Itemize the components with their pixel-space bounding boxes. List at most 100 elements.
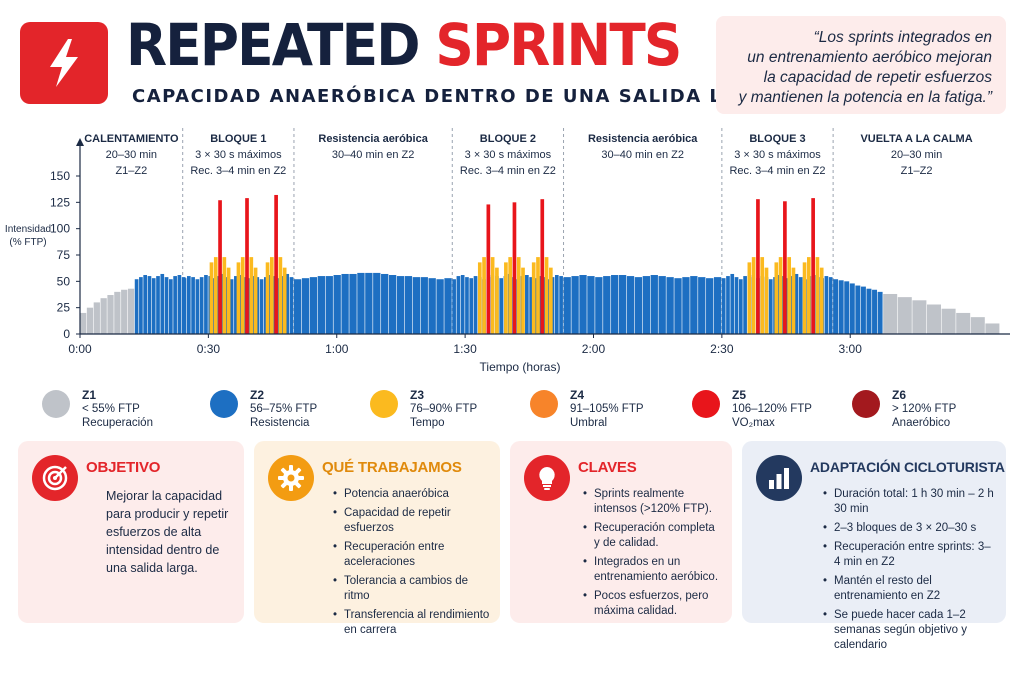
list-item: Se puede hacer cada 1–2 semanas según ob…: [823, 608, 996, 653]
chart-bar: [791, 267, 796, 334]
list-item: Capacidad de repetir esfuerzos: [333, 506, 490, 536]
chart-bar: [698, 277, 706, 334]
legend-range: 76–90% FTP: [410, 403, 478, 415]
list-item: Integrados en un entrenamiento aeróbico.: [583, 555, 722, 585]
x-tick-label: 3:00: [839, 342, 863, 356]
chart-bar: [289, 277, 294, 334]
chart-bar: [985, 323, 1000, 334]
chart-bar: [204, 275, 208, 334]
legend-zone-name: Resistencia: [250, 417, 310, 429]
y-tick-label: 150: [50, 169, 70, 183]
chart-bar: [477, 262, 482, 334]
chart-bar: [236, 262, 241, 334]
chart-bar: [282, 267, 287, 334]
chart-bar: [783, 201, 787, 334]
title-part-1: REPEATED: [126, 11, 421, 79]
chart-bar: [618, 275, 627, 334]
y-tick-label: 100: [50, 222, 70, 236]
chart-bar: [301, 278, 310, 334]
legend-label: Z4 91–105% FTP Umbral: [570, 388, 644, 430]
chart-bar: [186, 276, 191, 334]
chart-bar: [738, 279, 743, 334]
chart-bar: [151, 278, 156, 334]
chart-bar: [317, 276, 326, 334]
legend-item-z5: Z5 106–120% FTP VO₂max: [692, 388, 852, 434]
y-axis-label: Intensidad: [5, 224, 51, 235]
legend-zone-name: Umbral: [570, 417, 608, 429]
chart-bar: [747, 262, 752, 334]
legend-label: Z1 < 55% FTP Recuperación: [82, 388, 153, 430]
chart-bar: [926, 304, 941, 334]
chart-bar: [815, 257, 820, 334]
segment-label: 30–40 min en Z2: [332, 149, 415, 161]
chart-bar: [768, 279, 773, 334]
y-tick-label: 50: [57, 274, 71, 288]
chart-bar: [412, 277, 421, 334]
card-list: Potencia anaeróbica Capacidad de repetir…: [332, 487, 490, 642]
chart-bar: [365, 272, 373, 334]
chart-bar: [495, 267, 499, 334]
segment-label: Resistencia aeróbica: [318, 133, 428, 145]
chart-bar: [420, 277, 428, 334]
chart-bar: [956, 312, 971, 334]
x-tick-label: 2:30: [710, 342, 734, 356]
chart-bar: [139, 277, 143, 334]
chart-bar: [844, 281, 850, 334]
bar-chart-icon: [756, 455, 802, 501]
chart-bar: [121, 289, 128, 334]
legend-zone-name: VO₂max: [732, 417, 775, 429]
chart-bar: [819, 267, 824, 334]
chart-bar: [143, 275, 148, 334]
chart-bar: [634, 277, 643, 334]
chart-bar: [521, 267, 525, 334]
chart-bar: [173, 276, 177, 334]
chart-bar: [147, 276, 152, 334]
legend-swatch: [692, 390, 720, 418]
list-item: Recuperación entre sprints: 3–4 min en Z…: [823, 540, 996, 570]
legend-swatch: [852, 390, 880, 418]
chart-bar: [234, 276, 238, 334]
chart-bar: [213, 257, 218, 334]
chart-bar: [428, 278, 436, 334]
chart-bar: [824, 276, 829, 334]
chart-bar: [778, 257, 783, 334]
chart-bar: [658, 276, 666, 334]
legend-range: < 55% FTP: [82, 403, 140, 415]
logo-badge: [20, 22, 108, 104]
chart-bar: [381, 273, 389, 334]
chart-bar: [970, 317, 985, 334]
card-claves: CLAVES Sprints realmente intensos (>120%…: [510, 441, 732, 623]
chart-bar: [690, 276, 698, 334]
chart-bar: [114, 291, 121, 334]
chart-bar: [860, 286, 866, 334]
chart-bar: [265, 262, 270, 334]
x-tick-label: 1:30: [453, 342, 477, 356]
chart-bar: [182, 278, 187, 334]
chart-bar: [452, 279, 456, 334]
chart-bar: [309, 277, 318, 334]
chart-bar: [642, 276, 651, 334]
chart-bar: [134, 279, 139, 334]
list-item: 2–3 bloques de 3 × 20–30 s: [823, 521, 996, 536]
chart-bar: [721, 278, 726, 334]
legend-swatch: [530, 390, 558, 418]
legend-zone-name: Recuperación: [82, 417, 153, 429]
segment-label: BLOQUE 3: [749, 133, 805, 145]
chart-bar: [674, 278, 682, 334]
lightbulb-icon: [524, 455, 570, 501]
chart-bar: [404, 276, 413, 334]
chart-bar: [525, 275, 529, 334]
chart-bar: [726, 276, 730, 334]
title-part-2: SPRINTS: [435, 11, 682, 79]
chart-bar: [743, 276, 747, 334]
chart-bar: [563, 277, 571, 334]
list-item: Sprints realmente intensos (>120% FTP).: [583, 487, 722, 517]
y-tick-label: 75: [57, 248, 71, 262]
y-axis-label: (% FTP): [9, 237, 46, 248]
quote-line: y mantienen la potencia en la fatiga.”: [738, 89, 992, 106]
quote-line: un entrenamiento aeróbico mejoran: [747, 49, 992, 66]
chart-bar: [490, 257, 495, 334]
segment-label: CALENTAMIENTO: [84, 133, 179, 145]
chart-bar: [156, 276, 160, 334]
card-title: QUÉ TRABAJAMOS: [322, 459, 462, 476]
